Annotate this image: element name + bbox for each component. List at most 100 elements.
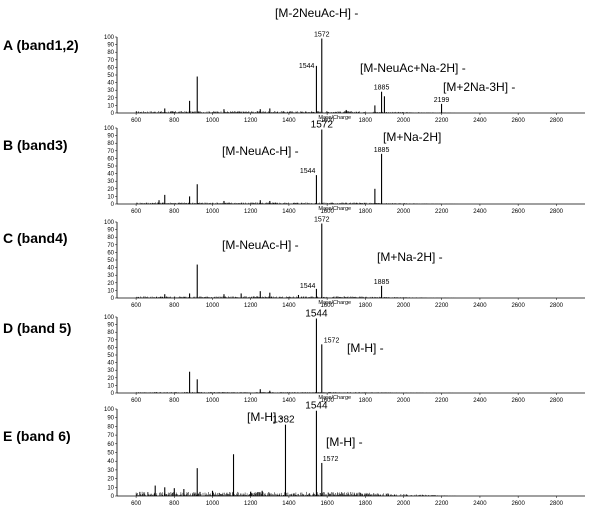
y-tick-label: 70 — [107, 149, 114, 155]
ion-annotation: [M-2NeuAc-H] - — [275, 6, 358, 20]
y-tick-label: 100 — [104, 315, 115, 321]
y-tick-label: 100 — [104, 407, 115, 413]
x-tick-label: 2800 — [550, 118, 564, 124]
y-tick-label: 10 — [107, 383, 114, 389]
x-tick-label: 1400 — [282, 209, 296, 215]
panel-label: E (band 6) — [3, 428, 71, 444]
y-tick-label: 30 — [107, 88, 114, 94]
panel-label: B (band3) — [3, 137, 68, 153]
x-tick-label: 600 — [131, 303, 142, 309]
ion-annotation: [M-NeuAc+Na-2H] - — [360, 61, 466, 75]
ion-annotation: [M-H] - — [326, 435, 363, 449]
x-tick-label: 1200 — [244, 209, 258, 215]
x-tick-label: 2000 — [397, 398, 411, 404]
y-tick-label: 100 — [104, 126, 115, 132]
y-tick-label: 40 — [107, 361, 114, 367]
y-tick-label: 70 — [107, 58, 114, 64]
x-tick-label: 1400 — [282, 303, 296, 309]
panel-label: D (band 5) — [3, 320, 71, 336]
peak-label: 1544 — [305, 309, 328, 320]
x-tick-label: 1800 — [359, 398, 373, 404]
x-tick-label: 600 — [131, 118, 142, 124]
y-tick-label: 50 — [107, 353, 114, 359]
x-tick-label: 2200 — [435, 501, 449, 507]
peak-label: 1544 — [305, 401, 328, 412]
x-tick-label: 1000 — [206, 398, 220, 404]
y-tick-label: 20 — [107, 187, 114, 193]
y-tick-label: 20 — [107, 376, 114, 382]
x-tick-label: 2000 — [397, 209, 411, 215]
x-tick-label: 1200 — [244, 398, 258, 404]
x-tick-label: 2000 — [397, 501, 411, 507]
peak-label: 1572 — [323, 456, 339, 463]
x-tick-label: 1000 — [206, 501, 220, 507]
x-axis-label: Mass/Charge — [318, 115, 351, 121]
x-axis-label: Mass/Charge — [318, 395, 351, 401]
x-tick-label: 2600 — [511, 501, 525, 507]
x-axis-label: Mass/Charge — [318, 300, 351, 306]
y-tick-label: 70 — [107, 338, 114, 344]
peak-label: 1544 — [299, 63, 315, 70]
y-tick-label: 30 — [107, 468, 114, 474]
x-tick-label: 1400 — [282, 398, 296, 404]
x-tick-label: 2200 — [435, 303, 449, 309]
y-tick-label: 90 — [107, 323, 114, 329]
x-tick-label: 600 — [131, 398, 142, 404]
y-tick-label: 0 — [111, 202, 115, 208]
ion-annotation: [M-NeuAc-H] - — [222, 144, 299, 158]
peak-label: 1382 — [272, 415, 295, 426]
x-tick-label: 2200 — [435, 118, 449, 124]
x-tick-label: 1200 — [244, 118, 258, 124]
x-tick-label: 2200 — [435, 209, 449, 215]
y-tick-label: 30 — [107, 368, 114, 374]
x-tick-label: 1600 — [320, 303, 334, 309]
y-tick-label: 80 — [107, 141, 114, 147]
x-tick-label: 1400 — [282, 118, 296, 124]
y-tick-label: 0 — [111, 391, 115, 397]
x-tick-label: 2800 — [550, 398, 564, 404]
x-axis-label: Mass/Charge — [318, 206, 351, 212]
y-tick-label: 50 — [107, 451, 114, 457]
x-tick-label: 600 — [131, 501, 142, 507]
ion-annotation: [M-H] - — [347, 341, 384, 355]
x-tick-label: 2800 — [550, 501, 564, 507]
y-tick-label: 40 — [107, 81, 114, 87]
x-tick-label: 800 — [169, 398, 180, 404]
y-tick-label: 0 — [111, 111, 115, 117]
x-tick-label: 2800 — [550, 209, 564, 215]
x-tick-label: 1600 — [320, 501, 334, 507]
y-tick-label: 10 — [107, 103, 114, 109]
y-tick-label: 100 — [104, 35, 115, 41]
x-tick-label: 800 — [169, 118, 180, 124]
x-tick-label: 1600 — [320, 209, 334, 215]
x-tick-label: 2000 — [397, 303, 411, 309]
y-tick-label: 0 — [111, 296, 115, 302]
x-tick-label: 800 — [169, 209, 180, 215]
y-tick-label: 80 — [107, 235, 114, 241]
y-tick-label: 10 — [107, 485, 114, 491]
y-tick-label: 60 — [107, 442, 114, 448]
y-tick-label: 60 — [107, 250, 114, 256]
x-tick-label: 1800 — [359, 209, 373, 215]
y-tick-label: 60 — [107, 345, 114, 351]
peak-label: 1885 — [374, 147, 390, 154]
y-tick-label: 20 — [107, 477, 114, 483]
x-tick-label: 1000 — [206, 118, 220, 124]
y-tick-label: 70 — [107, 243, 114, 249]
x-tick-label: 2400 — [473, 209, 487, 215]
y-tick-label: 90 — [107, 43, 114, 49]
spectrum-panel-5: E (band 6) 0 10 20 30 40 50 60 70 80 90 100 600 800 10… — [3, 401, 585, 507]
x-tick-label: 2600 — [511, 118, 525, 124]
y-tick-label: 80 — [107, 50, 114, 56]
x-tick-label: 1800 — [359, 118, 373, 124]
peak-label: 1885 — [374, 85, 390, 92]
x-tick-label: 1600 — [320, 118, 334, 124]
peak-label: 1544 — [300, 283, 316, 290]
y-tick-label: 100 — [104, 220, 115, 226]
x-tick-label: 2000 — [397, 118, 411, 124]
y-tick-label: 80 — [107, 424, 114, 430]
